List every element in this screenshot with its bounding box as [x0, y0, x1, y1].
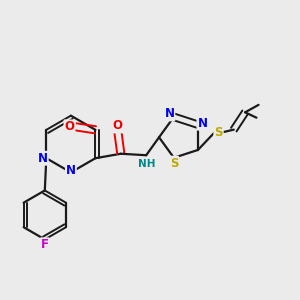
Text: N: N: [197, 117, 207, 130]
Text: S: S: [214, 125, 223, 139]
Text: O: O: [113, 119, 123, 133]
Text: O: O: [64, 120, 74, 134]
Text: F: F: [41, 238, 49, 251]
Text: N: N: [66, 164, 76, 176]
Text: S: S: [169, 157, 178, 169]
Text: N: N: [164, 107, 174, 120]
Text: N: N: [38, 152, 48, 165]
Text: NH: NH: [138, 159, 156, 169]
